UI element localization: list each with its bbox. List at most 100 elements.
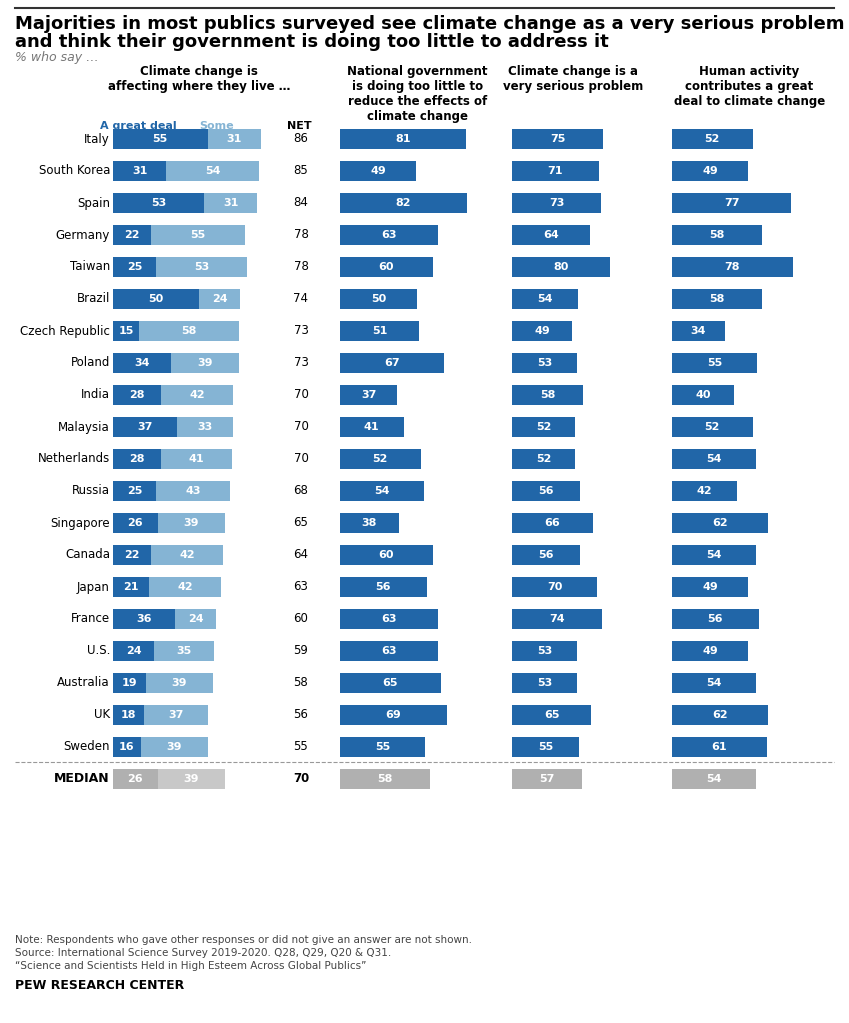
Bar xyxy=(672,225,762,244)
Text: 21: 21 xyxy=(123,582,138,592)
Bar xyxy=(113,481,156,501)
Bar xyxy=(155,641,215,661)
Text: 50: 50 xyxy=(371,294,386,304)
Text: Climate change is a
very serious problem: Climate change is a very serious problem xyxy=(503,65,644,93)
Text: 58: 58 xyxy=(709,230,725,240)
Bar xyxy=(340,513,399,533)
Text: 34: 34 xyxy=(690,326,706,336)
Bar xyxy=(340,577,427,597)
Text: 28: 28 xyxy=(129,390,145,400)
Bar xyxy=(672,321,725,341)
Bar xyxy=(672,417,752,437)
Bar xyxy=(512,417,576,437)
Text: India: India xyxy=(81,389,110,401)
Bar xyxy=(340,609,437,629)
Text: 71: 71 xyxy=(548,166,563,176)
Text: 70: 70 xyxy=(294,452,308,465)
Bar xyxy=(113,290,199,309)
Text: 54: 54 xyxy=(706,454,722,464)
Bar xyxy=(512,513,593,533)
Text: 53: 53 xyxy=(537,678,552,688)
Text: 52: 52 xyxy=(373,454,388,464)
Bar xyxy=(340,673,441,693)
Text: 73: 73 xyxy=(294,356,308,369)
Text: 39: 39 xyxy=(183,774,199,784)
Bar xyxy=(672,513,768,533)
Text: 78: 78 xyxy=(725,262,740,272)
Text: 56: 56 xyxy=(708,614,723,624)
Text: 67: 67 xyxy=(384,358,400,368)
Text: 63: 63 xyxy=(381,614,396,624)
Bar xyxy=(177,417,233,437)
Text: 55: 55 xyxy=(707,358,722,368)
Text: 36: 36 xyxy=(136,614,152,624)
Text: 34: 34 xyxy=(134,358,150,368)
Bar xyxy=(512,673,576,693)
Text: 52: 52 xyxy=(705,422,720,432)
Bar xyxy=(171,353,239,373)
Text: 41: 41 xyxy=(188,454,205,464)
Bar xyxy=(512,129,604,149)
Bar xyxy=(512,609,602,629)
Text: 75: 75 xyxy=(550,134,565,144)
Bar xyxy=(113,545,151,565)
Bar xyxy=(113,321,138,341)
Text: Brazil: Brazil xyxy=(76,293,110,306)
Bar xyxy=(161,449,232,469)
Text: 56: 56 xyxy=(538,486,554,496)
Text: 53: 53 xyxy=(151,198,166,208)
Text: 70: 70 xyxy=(294,420,308,434)
Text: Note: Respondents who gave other responses or did not give an answer are not sho: Note: Respondents who gave other respons… xyxy=(15,935,472,945)
Bar xyxy=(672,161,748,181)
Bar xyxy=(113,705,144,725)
Text: 16: 16 xyxy=(119,742,135,752)
Bar xyxy=(151,545,223,565)
Text: 25: 25 xyxy=(127,486,142,496)
Text: 51: 51 xyxy=(372,326,387,336)
Bar xyxy=(166,161,259,181)
Text: Human activity
contributes a great
deal to climate change: Human activity contributes a great deal … xyxy=(674,65,825,108)
Text: 53: 53 xyxy=(194,262,209,272)
Bar xyxy=(672,577,748,597)
Bar xyxy=(512,321,571,341)
Text: 58: 58 xyxy=(181,326,196,336)
Bar xyxy=(149,577,222,597)
Bar xyxy=(199,290,240,309)
Bar xyxy=(512,769,582,789)
Text: 49: 49 xyxy=(534,326,550,336)
Bar xyxy=(340,641,437,661)
Bar xyxy=(340,257,433,277)
Bar xyxy=(672,481,737,501)
Text: A great deal: A great deal xyxy=(99,121,177,131)
Text: Source: International Science Survey 2019-2020. Q28, Q29, Q20 & Q31.: Source: International Science Survey 201… xyxy=(15,948,391,958)
Bar xyxy=(512,161,599,181)
Bar xyxy=(113,609,175,629)
Text: 63: 63 xyxy=(294,580,308,593)
Text: 56: 56 xyxy=(538,550,554,560)
Text: 84: 84 xyxy=(294,196,308,210)
Text: 57: 57 xyxy=(539,774,554,784)
Text: 37: 37 xyxy=(361,390,376,400)
Bar xyxy=(340,417,403,437)
Bar xyxy=(158,769,225,789)
Text: 43: 43 xyxy=(185,486,200,496)
Bar xyxy=(113,129,208,149)
Text: 26: 26 xyxy=(127,518,143,528)
Bar xyxy=(113,449,161,469)
Text: Russia: Russia xyxy=(72,485,110,497)
Text: 74: 74 xyxy=(294,293,308,306)
Text: 26: 26 xyxy=(127,774,143,784)
Bar xyxy=(113,577,149,597)
Text: 58: 58 xyxy=(540,390,555,400)
Bar xyxy=(340,769,430,789)
Bar xyxy=(672,129,752,149)
Bar xyxy=(113,641,155,661)
Bar xyxy=(340,129,465,149)
Text: 52: 52 xyxy=(536,422,551,432)
Text: 31: 31 xyxy=(227,134,242,144)
Text: 54: 54 xyxy=(374,486,390,496)
Text: 58: 58 xyxy=(294,676,308,690)
Text: 37: 37 xyxy=(168,710,183,720)
Text: 56: 56 xyxy=(375,582,391,592)
Text: 37: 37 xyxy=(138,422,153,432)
